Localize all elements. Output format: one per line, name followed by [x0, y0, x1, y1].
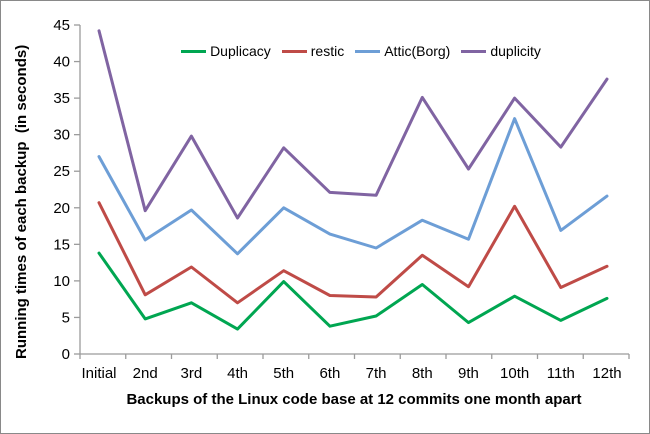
legend-label-restic: restic — [310, 43, 345, 59]
y-tick-label: 0 — [62, 346, 70, 363]
y-tick-label: 10 — [53, 273, 70, 290]
series-line-restic — [97, 201, 609, 305]
legend-item-restic: restic — [281, 42, 345, 60]
legend-swatch-duplicacy — [181, 49, 207, 53]
legend-swatch-restic — [281, 49, 307, 53]
y-axis-title: Running times of each backup (in seconds… — [13, 44, 30, 360]
x-tick-label: 4th — [227, 365, 248, 382]
y-tick-label: 45 — [53, 17, 70, 34]
x-tick-label: 9th — [458, 365, 479, 382]
chart-legend: Duplicacy restic Attic(Borg) duplicity — [71, 42, 649, 60]
legend-label-duplicity: duplicity — [490, 43, 541, 59]
x-axis-title: Backups of the Linux code base at 12 com… — [126, 391, 582, 408]
x-tick-label: 12th — [592, 365, 621, 382]
series-line-attic-borg- — [97, 117, 609, 256]
series-line-duplicacy — [97, 251, 609, 331]
y-tick-label: 40 — [53, 54, 70, 71]
y-tick-label: 20 — [53, 200, 70, 217]
x-tick-label: Initial — [81, 365, 116, 382]
legend-swatch-duplicity — [461, 49, 487, 53]
y-tick-label: 5 — [62, 309, 70, 326]
x-tick-label: 7th — [366, 365, 387, 382]
y-tick-label: 15 — [53, 236, 70, 253]
legend-item-duplicacy: Duplicacy — [181, 42, 271, 60]
legend-label-attic-borg: Attic(Borg) — [384, 43, 451, 59]
legend-item-duplicity: duplicity — [461, 42, 541, 60]
y-tick-label: 30 — [53, 127, 70, 144]
x-tick-label: 10th — [500, 365, 529, 382]
legend-item-attic-borg: Attic(Borg) — [355, 42, 450, 60]
legend-swatch-attic-borg — [355, 49, 381, 53]
series-line-duplicity — [97, 29, 609, 220]
x-tick-label: 2nd — [133, 365, 158, 382]
legend-label-duplicacy: Duplicacy — [210, 43, 271, 59]
x-tick-label: 8th — [412, 365, 433, 382]
x-tick-label: 3rd — [181, 365, 203, 382]
x-tick-label: 6th — [319, 365, 340, 382]
x-tick-label: 5th — [273, 365, 294, 382]
y-tick-label: 25 — [53, 163, 70, 180]
y-tick-label: 35 — [53, 90, 70, 107]
x-tick-label: 11th — [547, 365, 575, 382]
